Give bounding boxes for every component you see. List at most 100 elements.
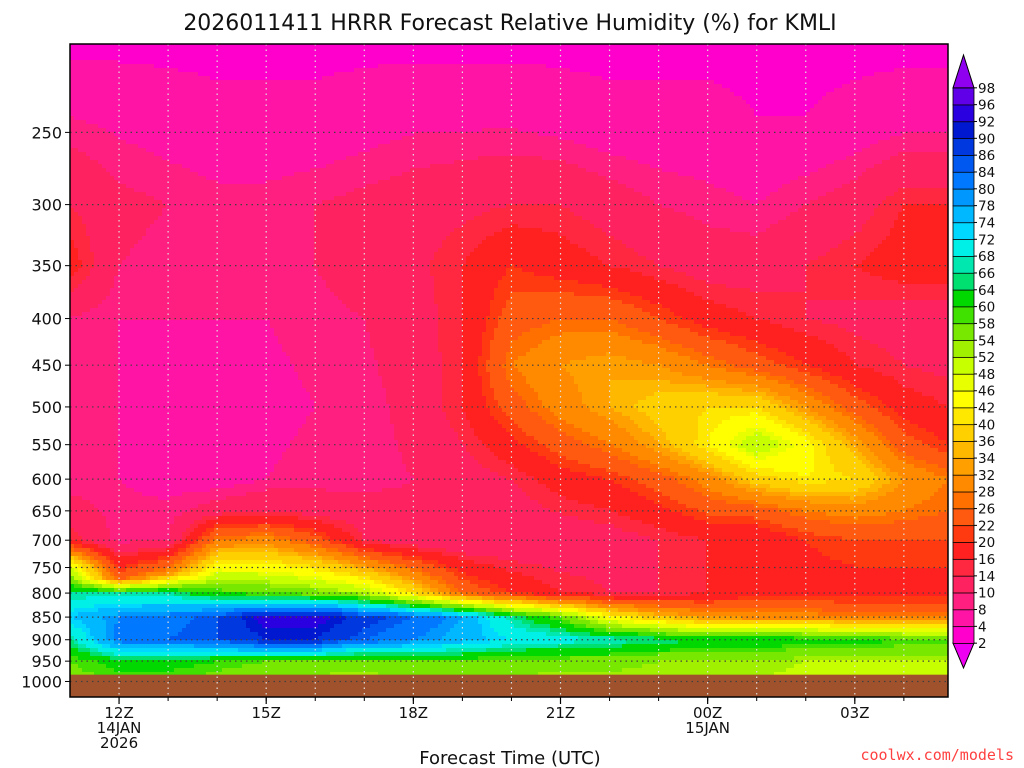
rh-cell bbox=[114, 96, 119, 101]
rh-cell bbox=[90, 588, 95, 593]
rh-cell bbox=[74, 132, 79, 137]
rh-cell bbox=[118, 204, 123, 209]
rh-cell bbox=[106, 252, 111, 257]
rh-cell bbox=[146, 312, 151, 317]
rh-cell bbox=[122, 364, 127, 369]
rh-cell bbox=[94, 520, 99, 525]
rh-cell bbox=[190, 256, 195, 261]
rh-cell bbox=[138, 572, 143, 577]
rh-cell bbox=[114, 520, 119, 525]
rh-cell bbox=[82, 440, 87, 445]
rh-cell bbox=[82, 576, 87, 581]
rh-cell bbox=[154, 236, 159, 241]
rh-cell bbox=[178, 520, 183, 525]
rh-cell bbox=[174, 636, 179, 641]
rh-cell bbox=[146, 628, 151, 633]
rh-cell bbox=[150, 372, 155, 377]
rh-cell bbox=[74, 180, 79, 185]
rh-cell bbox=[182, 560, 187, 565]
rh-cell bbox=[166, 220, 171, 225]
rh-cell bbox=[102, 176, 107, 181]
rh-cell bbox=[186, 80, 191, 85]
rh-cell bbox=[154, 604, 159, 609]
rh-cell bbox=[162, 416, 167, 421]
rh-cell bbox=[166, 580, 171, 585]
rh-cell bbox=[190, 128, 195, 133]
rh-cell bbox=[78, 564, 83, 569]
rh-cell bbox=[86, 204, 91, 209]
rh-cell bbox=[170, 336, 175, 341]
rh-cell bbox=[98, 164, 103, 169]
rh-cell bbox=[94, 504, 99, 509]
rh-cell bbox=[174, 272, 179, 277]
rh-cell bbox=[178, 144, 183, 149]
rh-cell bbox=[170, 120, 175, 125]
rh-cell bbox=[170, 56, 175, 61]
rh-cell bbox=[182, 184, 187, 189]
rh-cell bbox=[78, 88, 83, 93]
rh-cell bbox=[174, 476, 179, 481]
rh-cell bbox=[178, 136, 183, 141]
rh-cell bbox=[74, 340, 79, 345]
rh-cell bbox=[86, 456, 91, 461]
rh-cell bbox=[74, 588, 79, 593]
rh-cell bbox=[94, 172, 99, 177]
rh-cell bbox=[138, 188, 143, 193]
rh-cell bbox=[86, 160, 91, 165]
rh-cell bbox=[90, 396, 95, 401]
rh-cell bbox=[166, 588, 171, 593]
rh-cell bbox=[162, 524, 167, 529]
rh-cell bbox=[122, 76, 127, 81]
rh-cell bbox=[78, 460, 83, 465]
rh-cell bbox=[94, 252, 99, 257]
rh-cell bbox=[98, 472, 103, 477]
rh-cell bbox=[170, 324, 175, 329]
rh-cell bbox=[74, 460, 79, 465]
rh-cell bbox=[186, 568, 191, 573]
rh-cell bbox=[110, 280, 115, 285]
rh-cell bbox=[70, 592, 75, 597]
rh-cell bbox=[170, 580, 175, 585]
rh-cell bbox=[74, 452, 79, 457]
rh-cell bbox=[158, 100, 163, 105]
rh-cell bbox=[70, 260, 75, 265]
rh-cell bbox=[182, 488, 187, 493]
rh-cell bbox=[150, 544, 155, 549]
rh-cell bbox=[126, 72, 131, 77]
rh-cell bbox=[126, 140, 131, 145]
rh-cell bbox=[70, 300, 75, 305]
rh-cell bbox=[174, 76, 179, 81]
rh-cell bbox=[78, 204, 83, 209]
rh-cell bbox=[166, 524, 171, 529]
rh-cell bbox=[102, 184, 107, 189]
rh-cell bbox=[74, 560, 79, 565]
rh-cell bbox=[78, 272, 83, 277]
rh-cell bbox=[146, 96, 151, 101]
rh-cell bbox=[134, 468, 139, 473]
rh-cell bbox=[118, 52, 123, 57]
rh-cell bbox=[174, 64, 179, 69]
rh-cell bbox=[98, 352, 103, 357]
rh-cell bbox=[186, 432, 191, 437]
rh-cell bbox=[98, 504, 103, 509]
rh-cell bbox=[186, 276, 191, 281]
rh-cell bbox=[118, 480, 123, 485]
rh-cell bbox=[182, 44, 187, 49]
rh-cell bbox=[78, 176, 83, 181]
rh-cell bbox=[70, 320, 75, 325]
rh-cell bbox=[122, 632, 127, 637]
rh-cell bbox=[146, 548, 151, 553]
rh-cell bbox=[74, 396, 79, 401]
rh-cell bbox=[78, 484, 83, 489]
rh-cell bbox=[158, 476, 163, 481]
rh-cell bbox=[70, 268, 75, 273]
rh-cell bbox=[186, 84, 191, 89]
rh-cell bbox=[186, 224, 191, 229]
rh-cell bbox=[70, 672, 75, 677]
rh-cell bbox=[162, 192, 167, 197]
rh-cell bbox=[142, 432, 147, 437]
rh-cell bbox=[98, 456, 103, 461]
rh-cell bbox=[78, 288, 83, 293]
rh-cell bbox=[182, 348, 187, 353]
rh-cell bbox=[134, 664, 139, 669]
